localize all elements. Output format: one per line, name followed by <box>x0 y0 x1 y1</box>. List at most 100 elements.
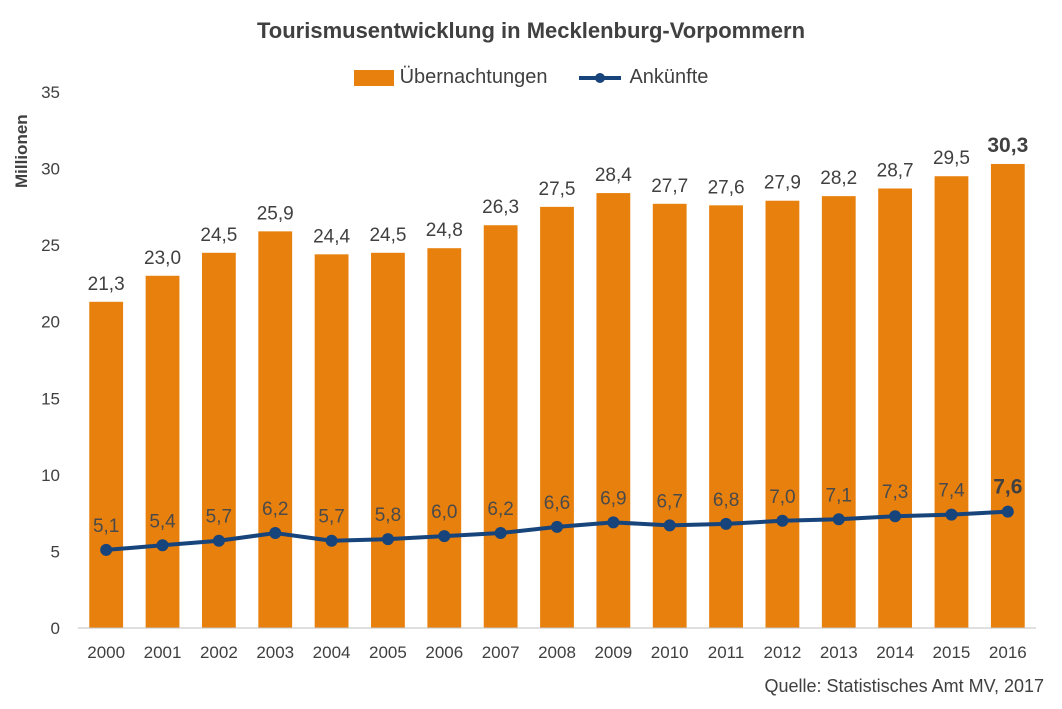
y-tick-label: 10 <box>41 466 60 485</box>
line-point <box>720 517 733 530</box>
y-tick-label: 0 <box>51 619 60 638</box>
legend-item-bars: Übernachtungen <box>353 66 548 89</box>
line-point <box>945 508 958 521</box>
x-tick-label: 2004 <box>313 643 351 662</box>
bar <box>596 193 631 628</box>
line-data-label: 5,4 <box>149 511 176 532</box>
legend-bar-swatch <box>353 69 394 86</box>
line-data-label: 5,7 <box>318 507 344 528</box>
line-point <box>381 533 394 546</box>
bar-data-label: 27,6 <box>708 177 745 198</box>
bar-data-label: 25,9 <box>257 203 294 224</box>
line-data-label: 6,8 <box>713 490 739 511</box>
x-tick-label: 2009 <box>594 643 632 662</box>
y-tick-label: 5 <box>51 542 60 561</box>
legend-line-swatch <box>579 72 622 83</box>
line-point <box>776 514 789 527</box>
x-tick-label: 2002 <box>200 643 238 662</box>
line-point <box>269 527 282 540</box>
line-data-label: 5,8 <box>375 505 401 526</box>
line-point <box>494 527 507 540</box>
bar <box>89 301 124 628</box>
bar <box>821 196 856 628</box>
bar-data-label: 21,3 <box>88 274 125 295</box>
bar <box>371 252 405 629</box>
legend: Übernachtungen Ankünfte <box>0 66 1062 89</box>
x-tick-label: 2008 <box>538 643 576 662</box>
line-data-label: 6,2 <box>487 499 513 520</box>
x-tick-label: 2006 <box>425 643 463 662</box>
source-note: Quelle: Statistisches Amt MV, 2017 <box>764 676 1044 696</box>
x-tick-label: 2014 <box>876 643 914 662</box>
line-data-label: 5,1 <box>93 516 119 537</box>
line-point <box>156 539 169 552</box>
bar-data-label: 23,0 <box>144 248 181 269</box>
bar <box>145 275 180 628</box>
y-tick-label: 30 <box>41 160 60 179</box>
legend-line-label: Ankünfte <box>629 66 709 88</box>
chart-title: Tourismusentwicklung in Mecklenburg-Vorp… <box>256 18 806 43</box>
bar <box>934 176 969 628</box>
line-data-label: 6,7 <box>656 491 682 512</box>
x-tick-label: 2010 <box>651 643 689 662</box>
x-tick-label: 2013 <box>820 643 858 662</box>
bar <box>765 200 800 628</box>
bar-data-label: 24,4 <box>313 226 350 247</box>
bar-data-label: 29,5 <box>933 148 970 169</box>
bar <box>483 225 518 628</box>
y-tick-label: 35 <box>41 83 60 102</box>
bar <box>427 248 462 628</box>
line-data-label: 5,7 <box>206 507 232 528</box>
line-point <box>889 510 902 523</box>
bar <box>314 254 349 628</box>
bar-data-label: 28,4 <box>595 165 632 186</box>
line-point <box>551 520 563 533</box>
line-point <box>1001 505 1014 518</box>
x-tick-label: 2015 <box>933 643 971 662</box>
line-data-label: 7,6 <box>993 476 1022 499</box>
line-point <box>832 513 845 526</box>
bar <box>990 163 1025 628</box>
bar-data-label: 28,7 <box>877 160 914 181</box>
legend-bar-label: Übernachtungen <box>399 66 548 88</box>
bar-data-label: 26,3 <box>482 197 519 218</box>
x-tick-label: 2012 <box>763 643 801 662</box>
bar <box>540 206 574 628</box>
line-data-label: 7,3 <box>882 482 908 503</box>
line-data-label: 7,0 <box>769 487 795 508</box>
line-point <box>212 534 225 547</box>
bar-data-label: 30,3 <box>987 134 1028 157</box>
bar-data-label: 24,8 <box>426 220 463 241</box>
bar-data-label: 24,5 <box>200 225 237 246</box>
bar <box>878 188 913 629</box>
y-tick-label: 20 <box>41 313 60 332</box>
line-data-label: 6,0 <box>431 502 457 523</box>
line-data-label: 6,2 <box>262 499 288 520</box>
bar-data-label: 27,5 <box>539 179 576 200</box>
y-tick-label: 15 <box>41 389 60 408</box>
line-data-label: 6,9 <box>600 488 626 509</box>
bar-data-label: 27,7 <box>651 176 688 197</box>
x-tick-label: 2003 <box>256 643 294 662</box>
line-point <box>438 530 451 543</box>
bar <box>709 205 743 628</box>
bar-data-label: 28,2 <box>820 168 857 189</box>
x-tick-label: 2011 <box>708 643 745 662</box>
bar-data-label: 27,9 <box>764 173 801 194</box>
line-point <box>325 534 338 547</box>
line-data-label: 6,6 <box>544 493 570 514</box>
y-tick-label: 25 <box>41 236 60 255</box>
x-tick-label: 2005 <box>369 643 407 662</box>
x-tick-label: 2001 <box>144 643 182 662</box>
x-tick-label: 2016 <box>989 643 1027 662</box>
bar-data-label: 24,5 <box>369 225 406 246</box>
bar <box>201 252 236 629</box>
line-data-label: 7,1 <box>826 485 852 506</box>
line-point <box>100 543 113 556</box>
legend-item-line: Ankünfte <box>577 66 708 89</box>
line-data-label: 7,4 <box>938 481 965 502</box>
bar <box>258 231 293 629</box>
line-point <box>663 519 676 532</box>
line-point <box>607 516 620 529</box>
x-tick-label: 2007 <box>482 643 520 662</box>
